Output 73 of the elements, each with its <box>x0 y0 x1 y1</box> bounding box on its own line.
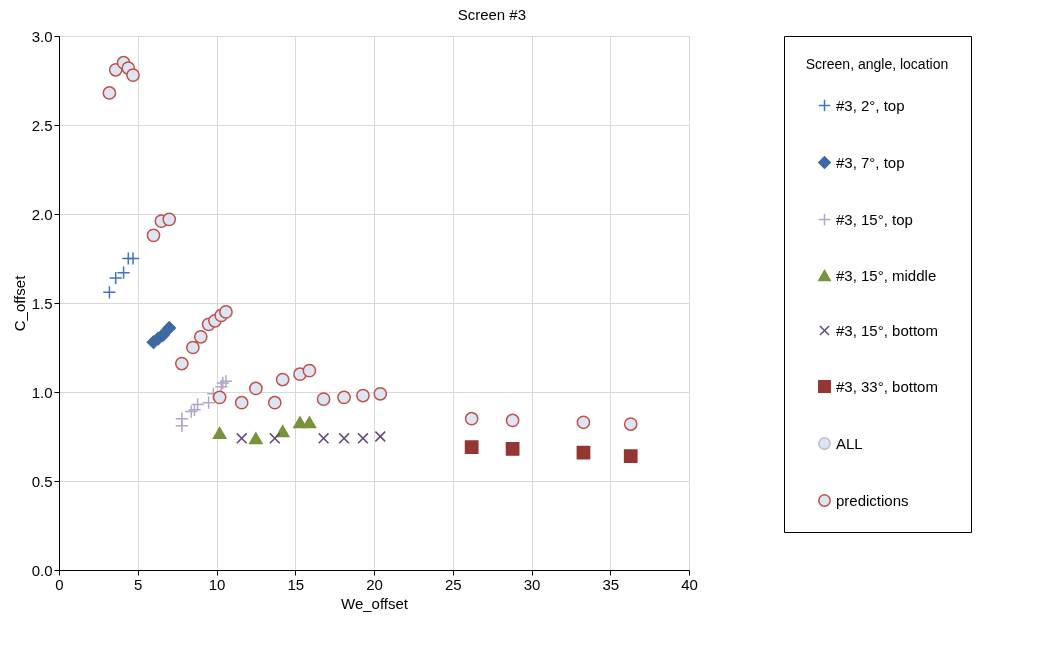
x-tick-label: 0 <box>55 575 64 593</box>
point <box>146 228 161 243</box>
chart-title: Screen #3 <box>457 6 527 23</box>
point <box>337 390 351 405</box>
point <box>267 395 282 410</box>
point <box>249 381 263 396</box>
y-tick-label: 1.0 <box>31 383 53 401</box>
point <box>126 251 140 266</box>
y-tick-label: 1.5 <box>31 294 53 312</box>
point <box>576 445 591 460</box>
point <box>162 212 177 227</box>
point <box>108 271 123 285</box>
y-tick-label: 2.5 <box>31 116 53 134</box>
point <box>357 432 369 444</box>
point <box>269 432 281 444</box>
point <box>219 374 233 389</box>
point <box>374 430 386 443</box>
x-tick-label: 10 <box>208 575 226 593</box>
point <box>190 397 205 412</box>
point <box>116 265 131 280</box>
point <box>275 372 290 387</box>
point <box>623 449 638 463</box>
point <box>193 329 208 344</box>
point <box>219 305 233 319</box>
legend-label: #3, 15°, bottom <box>836 321 938 339</box>
point <box>215 376 230 390</box>
point <box>373 386 388 401</box>
x-tick-label: 5 <box>134 575 143 593</box>
y-axis-title: C_offset <box>10 274 28 332</box>
legend-label: ALL <box>836 434 863 452</box>
point <box>102 86 117 100</box>
x-tick-label: 25 <box>444 575 462 593</box>
point <box>302 363 317 378</box>
y-tick-label: 2.0 <box>31 205 53 223</box>
legend-label: #3, 7°, top <box>836 153 905 171</box>
point <box>234 395 249 410</box>
x-tick-label: 40 <box>681 575 698 593</box>
y-tick-label: 0.5 <box>31 472 53 490</box>
legend-title: Screen, angle, location <box>805 56 949 72</box>
point <box>212 426 227 439</box>
x-tick-label: 35 <box>602 575 620 593</box>
point <box>505 413 520 428</box>
point <box>623 417 638 431</box>
y-tick-label: 3.0 <box>31 27 53 45</box>
point <box>186 340 200 355</box>
point <box>174 356 189 371</box>
point <box>212 390 227 405</box>
point <box>302 416 317 429</box>
point <box>576 415 591 430</box>
point <box>316 392 331 406</box>
point <box>317 432 330 444</box>
x-axis-title: We_offset <box>341 594 409 612</box>
point <box>201 395 216 410</box>
x-tick-label: 30 <box>523 575 541 593</box>
point <box>249 432 263 445</box>
y-tick-label: 0.0 <box>31 561 53 579</box>
point <box>236 432 248 444</box>
point <box>162 321 177 335</box>
point <box>464 440 479 455</box>
point <box>505 442 520 456</box>
point <box>174 411 189 426</box>
point <box>338 432 350 444</box>
point <box>126 68 140 83</box>
x-tick-label: 15 <box>287 575 305 593</box>
legend-label: #3, 33°, bottom <box>836 377 938 395</box>
legend-label: #3, 15°, top <box>836 210 913 228</box>
point <box>102 285 117 300</box>
point <box>356 388 370 403</box>
legend-label: #3, 2°, top <box>836 96 905 114</box>
legend-label: predictions <box>836 491 909 509</box>
x-tick-label: 20 <box>366 575 383 593</box>
point <box>464 411 479 426</box>
legend-label: #3, 15°, middle <box>836 266 937 284</box>
